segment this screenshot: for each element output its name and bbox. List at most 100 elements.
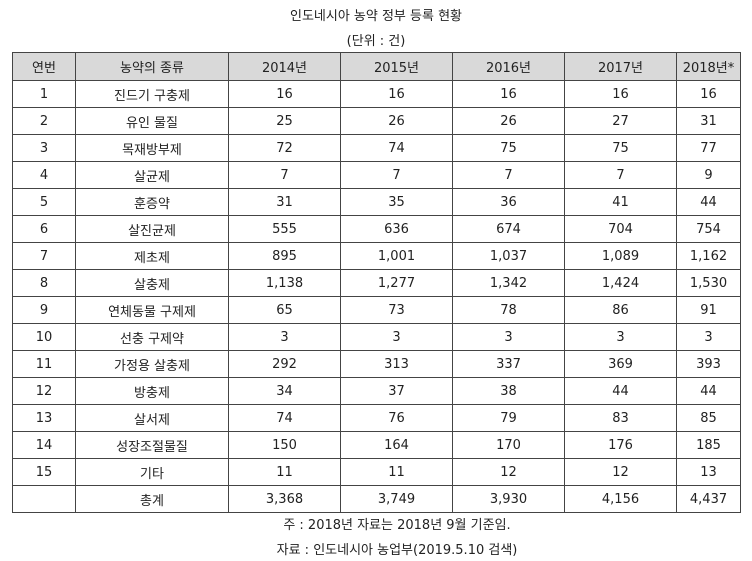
cell: 1,530	[676, 269, 741, 297]
cell: 77	[676, 134, 741, 162]
cell: 연체동물 구제제	[75, 296, 229, 324]
cell: 16	[676, 80, 741, 108]
cell: 44	[564, 377, 677, 405]
cell: 3	[228, 323, 341, 351]
cell: 38	[452, 377, 565, 405]
cell: 674	[452, 215, 565, 243]
cell: 15	[12, 458, 76, 486]
cell: 3	[340, 323, 453, 351]
cell: 1,037	[452, 242, 565, 270]
cell: 4	[12, 161, 76, 189]
cell: 76	[340, 404, 453, 432]
source: 자료 : 인도네시아 농업부(2019.5.10 검색)	[276, 543, 518, 558]
cell: 369	[564, 350, 677, 378]
cell: 9	[12, 296, 76, 324]
cell: 유인 물질	[75, 107, 229, 135]
cell: 13	[676, 458, 741, 486]
cell: 704	[564, 215, 677, 243]
cell: 7	[12, 242, 76, 270]
header-row: 연번 농약의 종류 2014년 2015년 2016년 2017년 2018년*	[12, 52, 741, 81]
cell: 393	[676, 350, 741, 378]
cell: 7	[228, 161, 341, 189]
cell: 292	[228, 350, 341, 378]
cell: 1,342	[452, 269, 565, 297]
cell: 13	[12, 404, 76, 432]
cell: 26	[452, 107, 565, 135]
header-cell: 연번	[12, 52, 76, 81]
cell: 44	[676, 188, 741, 216]
cell: 185	[676, 431, 741, 459]
cell: 555	[228, 215, 341, 243]
cell: 754	[676, 215, 741, 243]
table-body: 1 진드기 구충제 16 16 16 16 16 2 유인 물질 25 26 26 27 31 3 목재방부제…	[12, 80, 741, 513]
header-cell: 2018년*	[676, 52, 741, 81]
cell: 목재방부제	[75, 134, 229, 162]
cell: 12	[564, 458, 677, 486]
cell: 7	[340, 161, 453, 189]
cell: 75	[452, 134, 565, 162]
cell: 방충제	[75, 377, 229, 405]
table-row: 6 살진균제 555 636 674 704 754	[12, 215, 741, 243]
cell: 176	[564, 431, 677, 459]
cell: 36	[452, 188, 565, 216]
table-row: 12 방충제 34 37 38 44 44	[12, 377, 741, 405]
cell: 31	[228, 188, 341, 216]
cell: 5	[12, 188, 76, 216]
header-cell: 2015년	[340, 52, 453, 81]
cell: 3	[452, 323, 565, 351]
cell: 2	[12, 107, 76, 135]
cell: 41	[564, 188, 677, 216]
cell: 1,162	[676, 242, 741, 270]
cell: 제초제	[75, 242, 229, 270]
cell: 337	[452, 350, 565, 378]
header-cell: 2014년	[228, 52, 341, 81]
cell: 78	[452, 296, 565, 324]
cell: 12	[452, 458, 565, 486]
table-row: 4 살균제 7 7 7 7 9	[12, 161, 741, 189]
table-row: 10 선충 구제약 3 3 3 3 3	[12, 323, 741, 351]
cell: 31	[676, 107, 741, 135]
table-row: 9 연체동물 구제제 65 73 78 86 91	[12, 296, 741, 324]
table-row: 14 성장조절물질 150 164 170 176 185	[12, 431, 741, 459]
cell: 636	[340, 215, 453, 243]
cell: 37	[340, 377, 453, 405]
empty-cell	[12, 485, 76, 513]
table-row: 2 유인 물질 25 26 26 27 31	[12, 107, 741, 135]
cell: 1,277	[340, 269, 453, 297]
cell: 진드기 구충제	[75, 80, 229, 108]
cell: 1,001	[340, 242, 453, 270]
cell: 74	[340, 134, 453, 162]
table-row: 8 살충제 1,138 1,277 1,342 1,424 1,530	[12, 269, 741, 297]
cell: 10	[12, 323, 76, 351]
data-table: 연번 농약의 종류 2014년 2015년 2016년 2017년 2018년* 1 진드기 …	[12, 52, 741, 513]
cell: 313	[340, 350, 453, 378]
cell: 선충 구제약	[75, 323, 229, 351]
total-row: 총계 3,368 3,749 3,930 4,156 4,437	[12, 485, 741, 513]
cell: 895	[228, 242, 341, 270]
cell: 150	[228, 431, 341, 459]
cell: 16	[340, 80, 453, 108]
cell: 기타	[75, 458, 229, 486]
cell: 6	[12, 215, 76, 243]
table-row: 13 살서제 74 76 79 83 85	[12, 404, 741, 432]
total-cell: 4,437	[676, 485, 741, 513]
cell: 65	[228, 296, 341, 324]
cell: 살충제	[75, 269, 229, 297]
cell: 11	[228, 458, 341, 486]
total-cell: 3,749	[340, 485, 453, 513]
note: 주 : 2018년 자료는 2018년 9월 기준임.	[283, 518, 511, 533]
cell: 1,089	[564, 242, 677, 270]
total-cell: 3,368	[228, 485, 341, 513]
header-cell: 2016년	[452, 52, 565, 81]
table-row: 1 진드기 구충제 16 16 16 16 16	[12, 80, 741, 108]
cell: 성장조절물질	[75, 431, 229, 459]
cell: 훈증약	[75, 188, 229, 216]
cell: 34	[228, 377, 341, 405]
cell: 11	[340, 458, 453, 486]
total-cell: 3,930	[452, 485, 565, 513]
cell: 1	[12, 80, 76, 108]
cell: 25	[228, 107, 341, 135]
total-cell: 4,156	[564, 485, 677, 513]
cell: 1,424	[564, 269, 677, 297]
